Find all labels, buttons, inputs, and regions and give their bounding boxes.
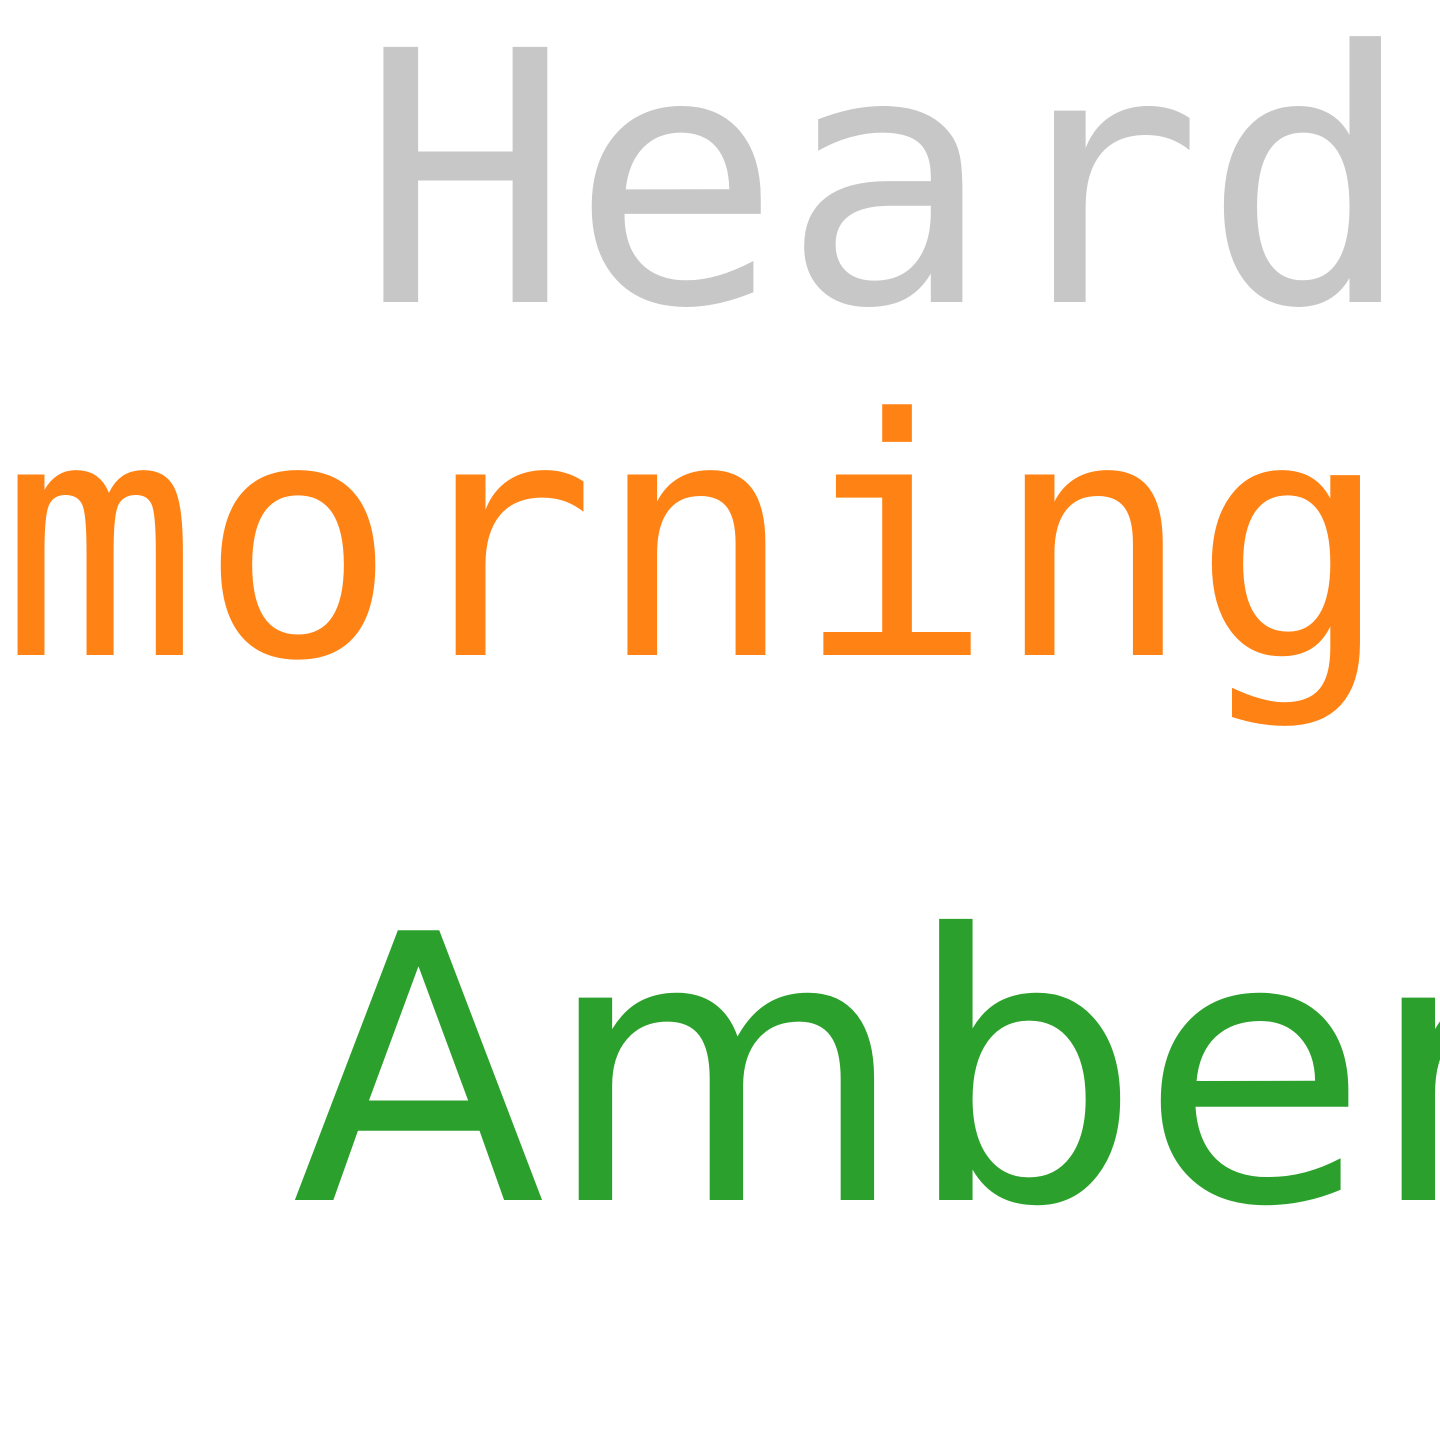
word-morning: morning (0, 349, 1391, 733)
word-amber: Amber (292, 858, 1440, 1288)
word-heard: Heard (360, 0, 1414, 385)
